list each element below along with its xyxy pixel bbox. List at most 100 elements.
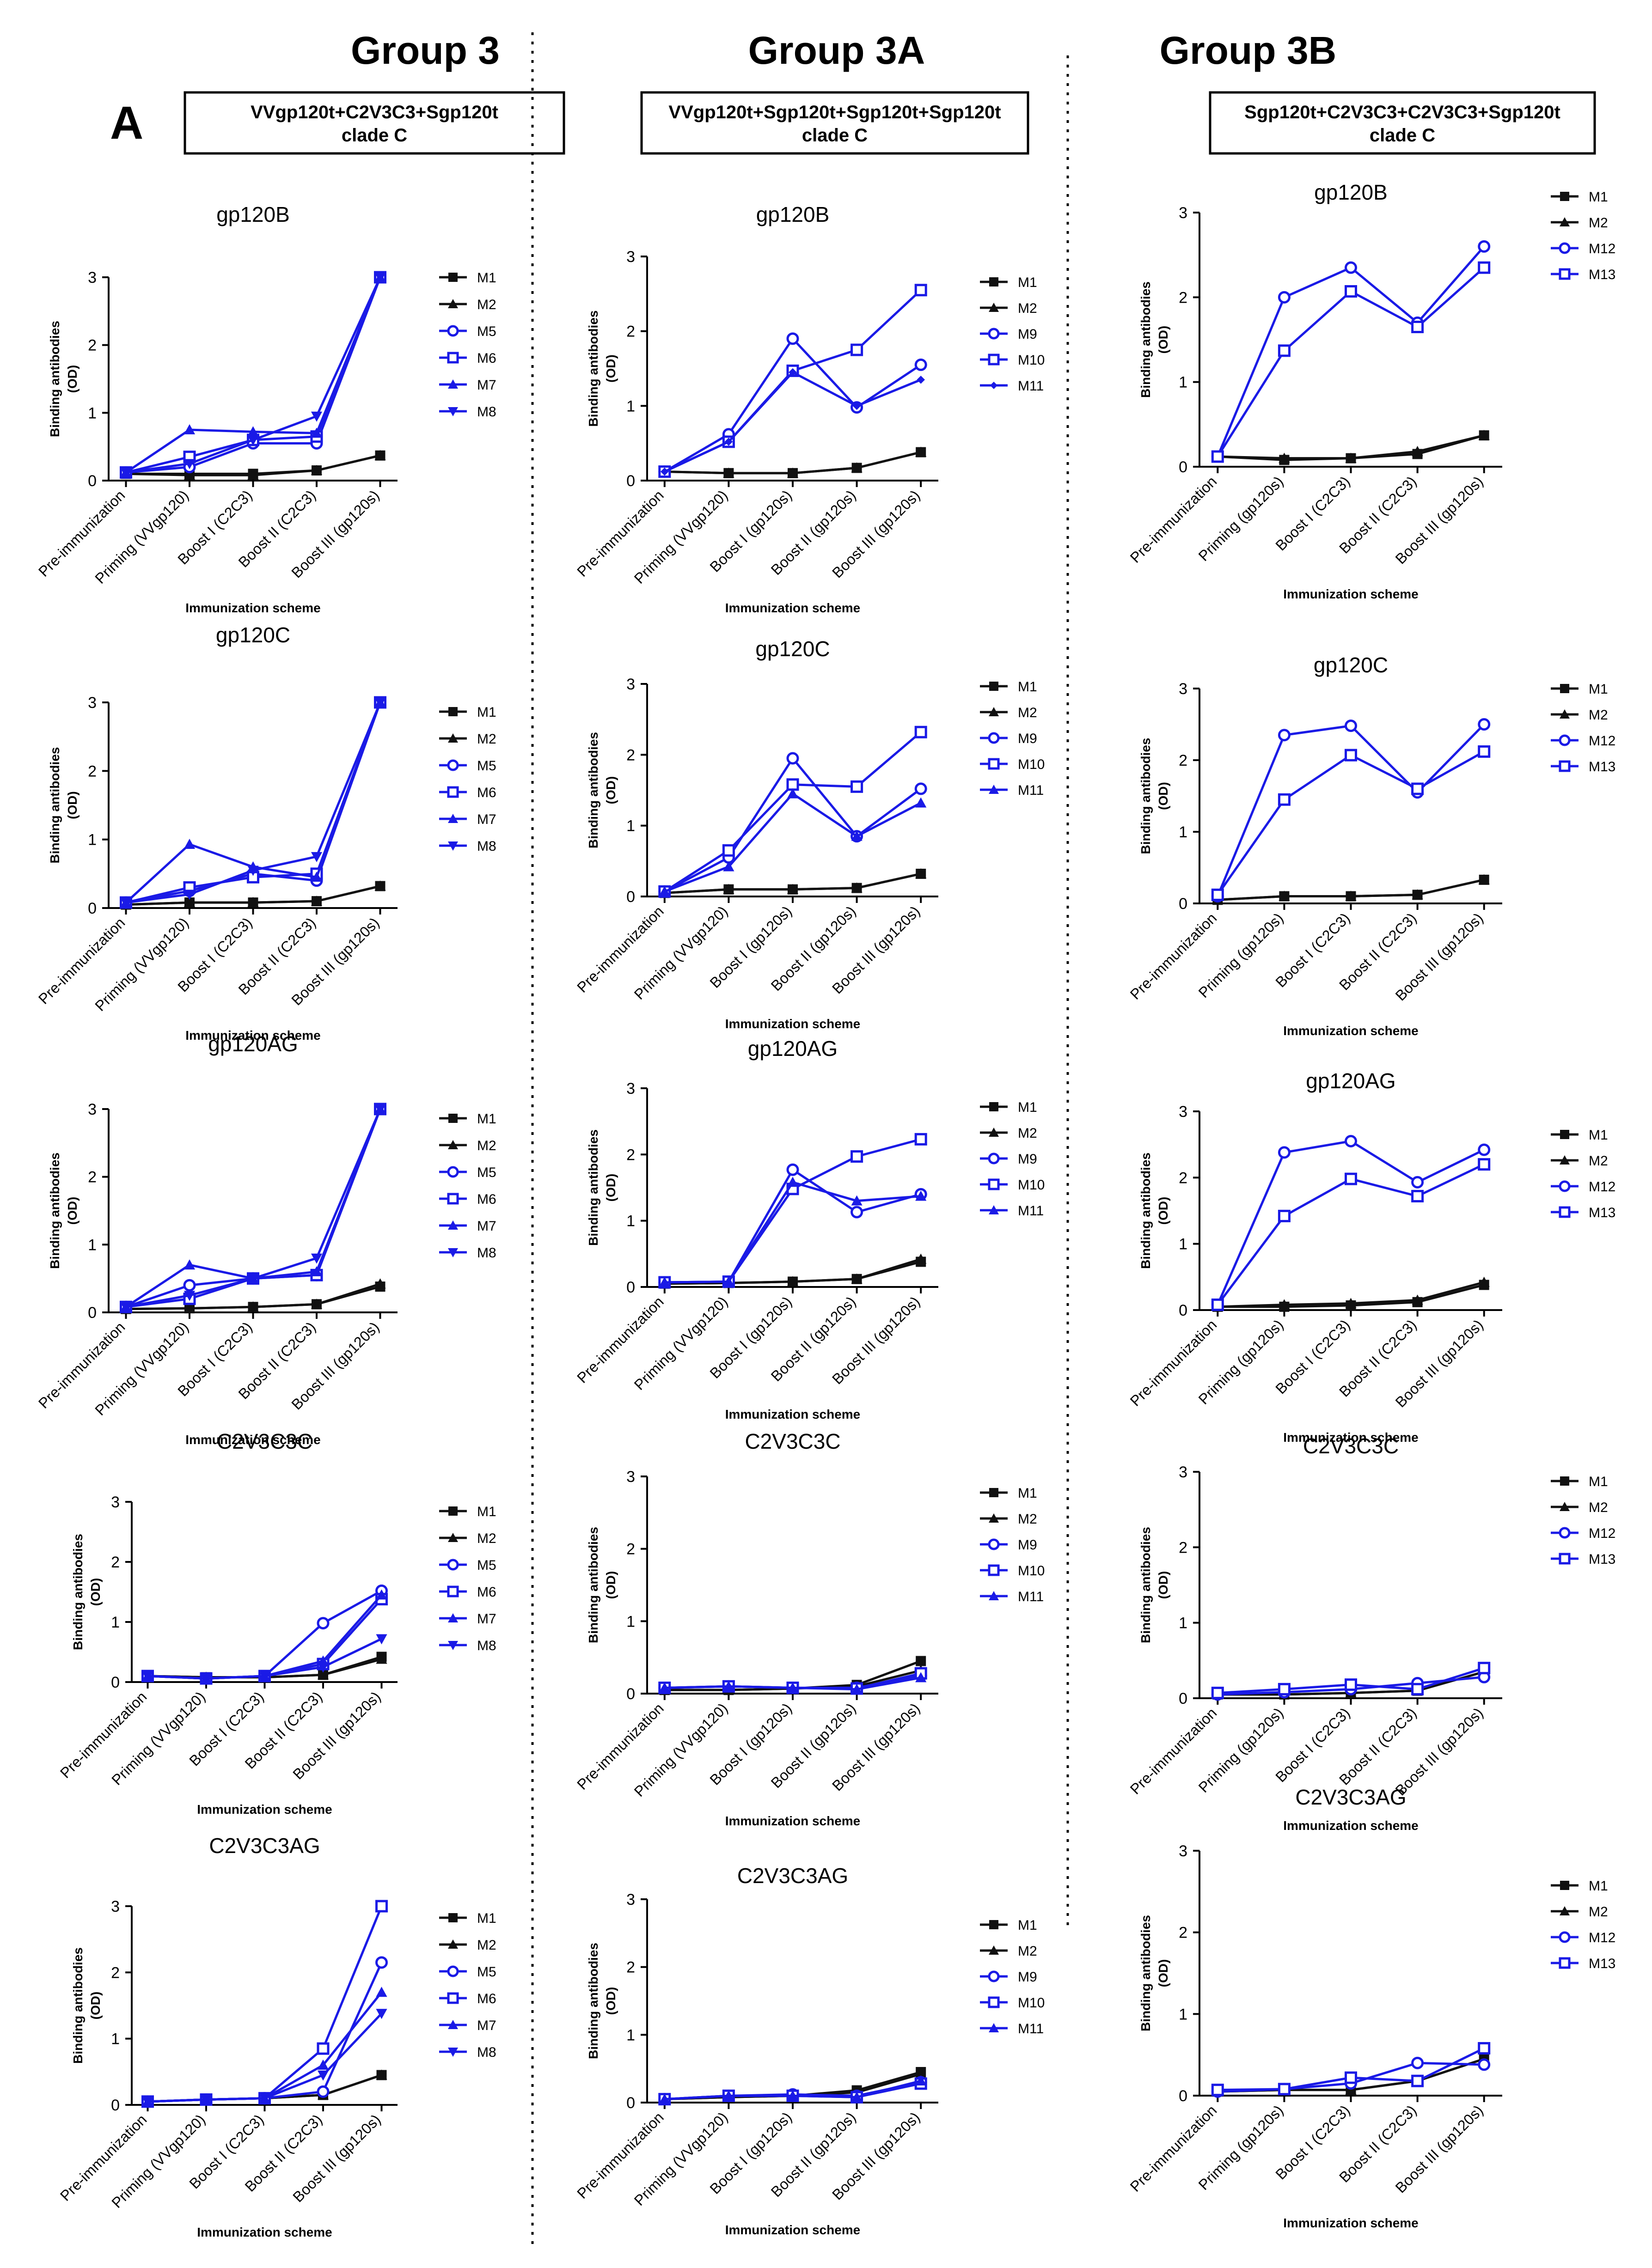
chart-title: gp120AG [748,1036,838,1061]
data-point-m2 [1478,430,1490,440]
y-tick-label: 0 [626,2094,635,2112]
chart-title: C2V3C3AG [737,1864,848,1888]
y-tick-label: 1 [88,831,97,849]
data-point-m2 [1412,445,1423,456]
legend-marker-m1 [1560,1476,1569,1486]
x-axis-title: Immunization scheme [1283,587,1419,601]
legend-label-m1: M1 [1589,1878,1608,1894]
legend-label-m13: M13 [1589,1205,1615,1220]
data-point-m2 [915,868,927,878]
data-point-m2 [317,1669,329,1680]
y-tick-label: 3 [111,1494,120,1511]
data-point-m10 [722,844,735,857]
data-point-m13 [1478,1662,1491,1675]
y-tick-label: 3 [1179,1103,1187,1121]
data-point-m12 [1478,2058,1491,2071]
data-point-m10 [786,778,799,791]
y-axis-title: Binding antibodies [586,311,600,427]
group-3b-scheme-line-1: Sgp120t+C2V3C3+C2V3C3+Sgp120t [1244,102,1560,122]
legend-label-m2: M2 [477,1531,496,1546]
y-tick-label: 3 [626,676,635,693]
legend-marker-m5 [447,325,459,337]
legend-marker-m1 [448,1114,458,1123]
legend-label-m1: M1 [1589,1128,1608,1143]
series-line-m5 [147,1962,383,2103]
data-point-m10 [914,284,927,297]
data-point-m2 [1412,889,1423,900]
data-point-m10 [914,1133,927,1146]
data-point-m11 [915,797,927,808]
legend-label-m7: M7 [477,1219,496,1234]
data-point-m11 [659,2093,670,2104]
y-tick-label: 0 [626,888,635,906]
y-tick-label: 2 [626,1959,635,1976]
legend-marker-m1 [989,277,998,287]
data-point-m11 [659,886,670,896]
series-line-m11 [664,1181,921,1284]
data-point-m8 [200,1674,212,1684]
legend-label-m11: M11 [1018,378,1044,394]
y-tick-label: 2 [88,337,97,354]
panel-label: A [110,97,143,149]
data-point-m2 [1478,1276,1490,1287]
data-point-m7 [311,1266,323,1276]
y-tick-label: 1 [111,2030,120,2048]
data-point-m2 [374,1278,386,1289]
y-tick-label: 0 [111,2097,120,2114]
data-point-m2 [787,884,799,894]
legend-label-m12: M12 [1589,241,1615,256]
y-axis-subtitle: (OD) [88,1578,103,1606]
legend-marker-m11 [989,785,999,794]
y-axis-subtitle: (OD) [65,1197,80,1225]
y-tick-label: 3 [88,269,97,287]
legend-label-m7: M7 [477,812,496,827]
legend-label-m8: M8 [477,1245,496,1261]
y-tick-label: 1 [1179,2006,1187,2023]
legend-label-m6: M6 [477,351,496,366]
data-point-m12 [1478,1143,1491,1156]
data-point-m2 [723,884,734,894]
legend-label-m1: M1 [1018,1486,1037,1501]
legend-marker-m13 [1559,760,1571,772]
series-line-m13 [1217,1163,1485,1306]
legend-marker-m11 [989,1205,999,1214]
data-point-m12 [1278,1146,1291,1159]
y-tick-label: 0 [88,1304,97,1322]
data-point-m2 [1478,874,1490,884]
y-axis-subtitle: (OD) [88,1992,103,2020]
data-point-m13 [1345,749,1357,762]
legend-marker-m12 [1559,1931,1571,1943]
data-point-m2 [1345,890,1357,901]
data-point-m8 [120,898,132,908]
y-axis-title: Binding antibodies [48,321,62,437]
legend-label-m12: M12 [1589,1526,1615,1541]
legend-label-m2: M2 [1589,1153,1608,1169]
data-point-m10 [850,780,863,793]
legend-label-m11: M11 [1018,783,1044,798]
legend-label-m1: M1 [477,1504,496,1519]
legend-label-m9: M9 [1018,1537,1037,1553]
y-tick-label: 3 [626,1891,635,1908]
data-point-m2 [1279,452,1290,463]
legend-label-m5: M5 [477,758,496,774]
legend-label-m1: M1 [1018,679,1037,695]
data-point-m2 [184,897,196,908]
legend-marker-m8 [448,1641,458,1650]
data-point-m5 [375,1956,388,1969]
x-axis-title: Immunization scheme [1283,1024,1419,1038]
legend-marker-m11 [990,382,997,389]
data-point-m8 [374,1104,386,1115]
x-axis-title: Immunization scheme [1283,1430,1419,1445]
legend-label-m10: M10 [1018,1177,1045,1193]
series-line-m10 [664,289,922,473]
data-point-m12 [1411,2056,1424,2069]
y-tick-label: 1 [1179,1236,1187,1253]
y-axis-subtitle: (OD) [604,776,618,805]
legend-label-m2: M2 [1589,1500,1608,1515]
